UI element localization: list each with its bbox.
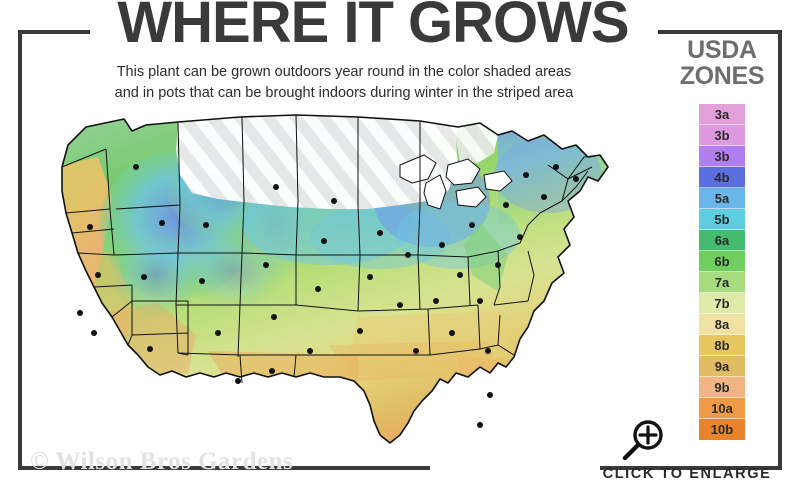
- frame-border-right: [778, 30, 782, 470]
- legend-swatch-zone-6b-7: 6b: [699, 251, 745, 272]
- zone-map-svg: [28, 105, 648, 455]
- zone-map[interactable]: [28, 105, 648, 455]
- legend-swatch-zone-4b-3: 4b: [699, 167, 745, 188]
- frame-border-bottom-left: [18, 466, 430, 470]
- legend-title-line-1: USDA: [687, 36, 757, 64]
- map-coastline: [61, 114, 609, 444]
- frame-border-bottom-right: [600, 466, 782, 470]
- subtitle-line-1: This plant can be grown outdoors year ro…: [116, 64, 572, 80]
- legend-swatch-zone-9a-12: 9a: [699, 356, 745, 377]
- legend-swatch-zone-8a-10: 8a: [699, 314, 745, 335]
- legend-swatch-zone-3b-2: 3b: [699, 146, 745, 167]
- legend-swatch-zone-7b-9: 7b: [699, 293, 745, 314]
- legend-swatch-zone-8b-11: 8b: [699, 335, 745, 356]
- legend-swatch-zone-7a-8: 7a: [699, 272, 745, 293]
- legend-swatch-list: 3a 3b 3b 4b 5a 5b 6a 6b 7a 7b 8a 8b 9a 9b 10a 10b: [699, 104, 745, 440]
- legend-swatch-zone-5a-4: 5a: [699, 188, 745, 209]
- click-to-enlarge-label[interactable]: CLICK TO ENLARGE: [602, 466, 772, 482]
- watermark: © Wilson Bros Gardens: [30, 448, 294, 475]
- magnifier-plus-icon[interactable]: [620, 418, 668, 462]
- legend-swatch-zone-3a: 3a: [699, 104, 745, 125]
- legend-swatch-zone-6a-6: 6a: [699, 230, 745, 251]
- legend-swatch-zone-9b-13: 9b: [699, 377, 745, 398]
- frame-border-top-left: [18, 30, 90, 34]
- page-title: WHERE IT GROWS: [117, 0, 629, 55]
- frame-border-top-right: [658, 30, 782, 34]
- legend-swatch-zone-10b-15: 10b: [699, 419, 745, 440]
- city-dots: [77, 164, 579, 428]
- legend-title: USDA ZONES: [666, 36, 778, 90]
- striped-indoor-region: [176, 115, 498, 209]
- legend-swatch-zone-5b-5: 5b: [699, 209, 745, 230]
- subtitle-line-2: and in pots that can be brought indoors …: [114, 85, 574, 102]
- legend-swatch-zone-10a-14: 10a: [699, 398, 745, 419]
- legend-swatch-zone-3b-1: 3b: [699, 125, 745, 146]
- frame-border-left: [18, 30, 22, 470]
- legend-title-line-2: ZONES: [679, 61, 765, 90]
- state-borders: [61, 114, 601, 384]
- subtitle: This plant can be grown outdoors year ro…: [40, 62, 648, 104]
- great-lakes: [399, 154, 513, 210]
